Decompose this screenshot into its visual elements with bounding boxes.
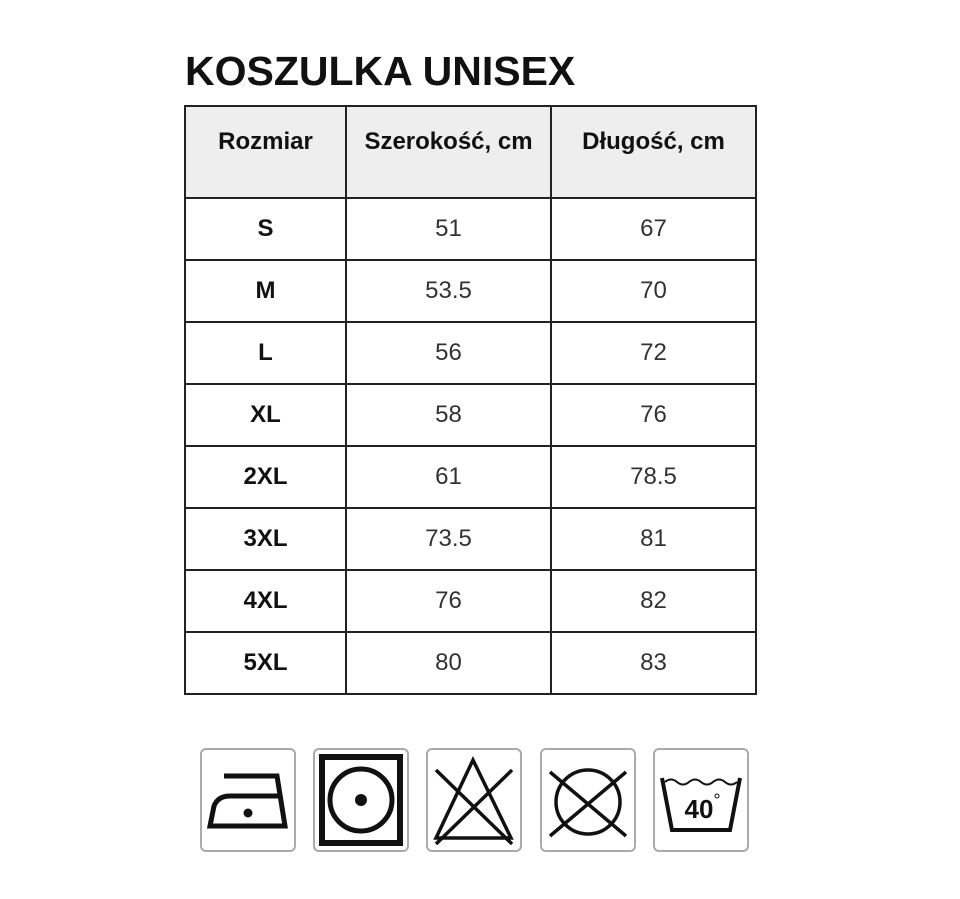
size-cell: L [184, 321, 347, 385]
length-cell: 70 [550, 259, 757, 323]
size-table: Rozmiar Szerokość, cm Długość, cm S 51 67 M… [184, 105, 757, 695]
do-not-bleach-icon [426, 748, 522, 852]
table-row: L 56 72 [184, 321, 757, 385]
size-cell: S [184, 197, 347, 261]
table-row: 4XL 76 82 [184, 569, 757, 633]
width-cell: 51 [345, 197, 552, 261]
length-cell: 81 [550, 507, 757, 571]
length-cell: 82 [550, 569, 757, 633]
length-cell: 83 [550, 631, 757, 695]
size-cell: 3XL [184, 507, 347, 571]
table-row: XL 58 76 [184, 383, 757, 447]
length-cell: 67 [550, 197, 757, 261]
width-cell: 58 [345, 383, 552, 447]
table-header-row: Rozmiar Szerokość, cm Długość, cm [184, 105, 757, 199]
page-title: KOSZULKA UNISEX [185, 48, 576, 94]
size-cell: 4XL [184, 569, 347, 633]
header-length: Długość, cm [550, 105, 757, 199]
table-row: M 53.5 70 [184, 259, 757, 323]
tumble-dry-icon [313, 748, 409, 852]
wash-40-icon: 40 [653, 748, 749, 852]
width-cell: 80 [345, 631, 552, 695]
width-cell: 53.5 [345, 259, 552, 323]
size-cell: 2XL [184, 445, 347, 509]
width-cell: 61 [345, 445, 552, 509]
header-size: Rozmiar [184, 105, 347, 199]
length-cell: 72 [550, 321, 757, 385]
header-width: Szerokość, cm [345, 105, 552, 199]
width-cell: 56 [345, 321, 552, 385]
iron-low-heat-icon [200, 748, 296, 852]
table-row: 2XL 61 78.5 [184, 445, 757, 509]
table-row: 3XL 73.5 81 [184, 507, 757, 571]
size-cell: XL [184, 383, 347, 447]
table-row: 5XL 80 83 [184, 631, 757, 695]
do-not-dry-clean-icon [540, 748, 636, 852]
table-row: S 51 67 [184, 197, 757, 261]
length-cell: 76 [550, 383, 757, 447]
size-cell: M [184, 259, 347, 323]
width-cell: 73.5 [345, 507, 552, 571]
size-cell: 5XL [184, 631, 347, 695]
wash-temp: 40 [685, 794, 714, 824]
length-cell: 78.5 [550, 445, 757, 509]
width-cell: 76 [345, 569, 552, 633]
